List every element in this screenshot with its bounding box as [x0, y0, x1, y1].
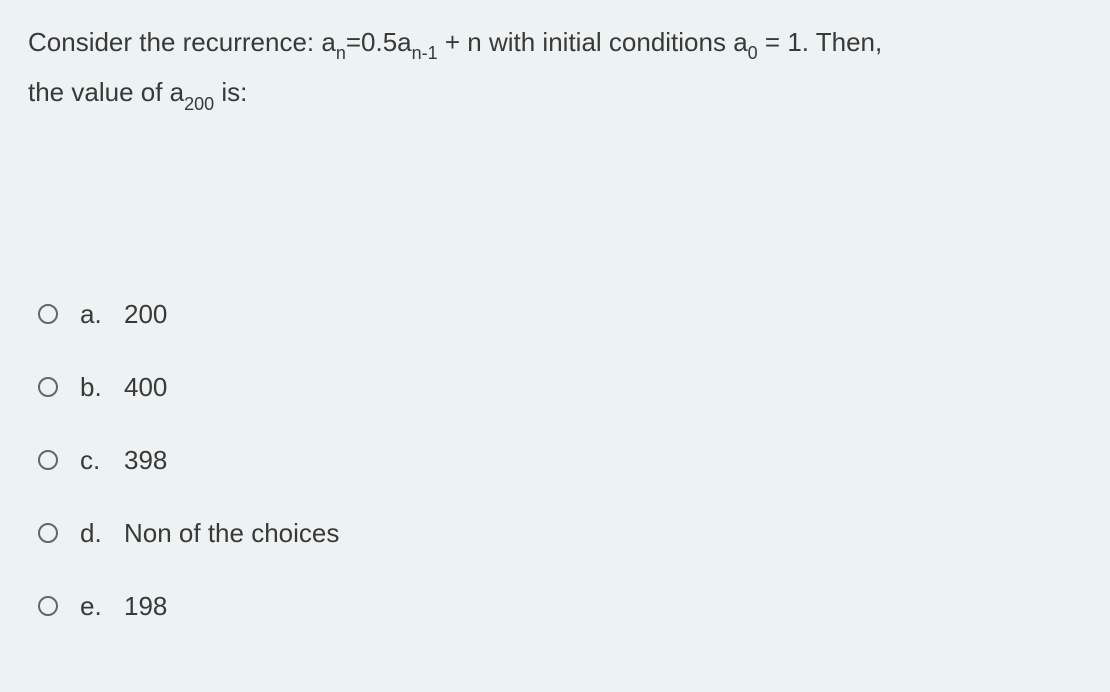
options-group: a. 200 b. 400 c. 398 d. Non of the choic… — [28, 299, 1082, 622]
option-text-d: Non of the choices — [124, 518, 339, 549]
question-line1-sub3: 0 — [748, 43, 758, 63]
option-text-a: 200 — [124, 299, 167, 330]
option-row-c[interactable]: c. 398 — [38, 445, 1082, 476]
option-row-e[interactable]: e. 198 — [38, 591, 1082, 622]
option-letter-c: c. — [80, 445, 124, 476]
question-line1-part1: Consider the recurrence: a — [28, 27, 336, 57]
radio-d[interactable] — [38, 523, 58, 543]
radio-b[interactable] — [38, 377, 58, 397]
radio-c[interactable] — [38, 450, 58, 470]
option-row-d[interactable]: d. Non of the choices — [38, 518, 1082, 549]
question-line1-sub2: n-1 — [412, 43, 438, 63]
option-text-b: 400 — [124, 372, 167, 403]
question-line1-part4: = 1. Then, — [758, 27, 883, 57]
question-line1-part2: =0.5a — [346, 27, 412, 57]
radio-a[interactable] — [38, 304, 58, 324]
question-line2-sub1: 200 — [184, 94, 214, 114]
option-letter-e: e. — [80, 591, 124, 622]
question-line1-sub1: n — [336, 43, 346, 63]
question-line2-part2: is: — [214, 77, 247, 107]
option-letter-a: a. — [80, 299, 124, 330]
option-row-b[interactable]: b. 400 — [38, 372, 1082, 403]
option-letter-b: b. — [80, 372, 124, 403]
question-line1-part3: + n with initial conditions a — [438, 27, 748, 57]
option-text-e: 198 — [124, 591, 167, 622]
radio-e[interactable] — [38, 596, 58, 616]
question-line2-part1: the value of a — [28, 77, 184, 107]
option-text-c: 398 — [124, 445, 167, 476]
option-row-a[interactable]: a. 200 — [38, 299, 1082, 330]
option-letter-d: d. — [80, 518, 124, 549]
question-text: Consider the recurrence: an=0.5an-1 + n … — [28, 18, 1082, 119]
